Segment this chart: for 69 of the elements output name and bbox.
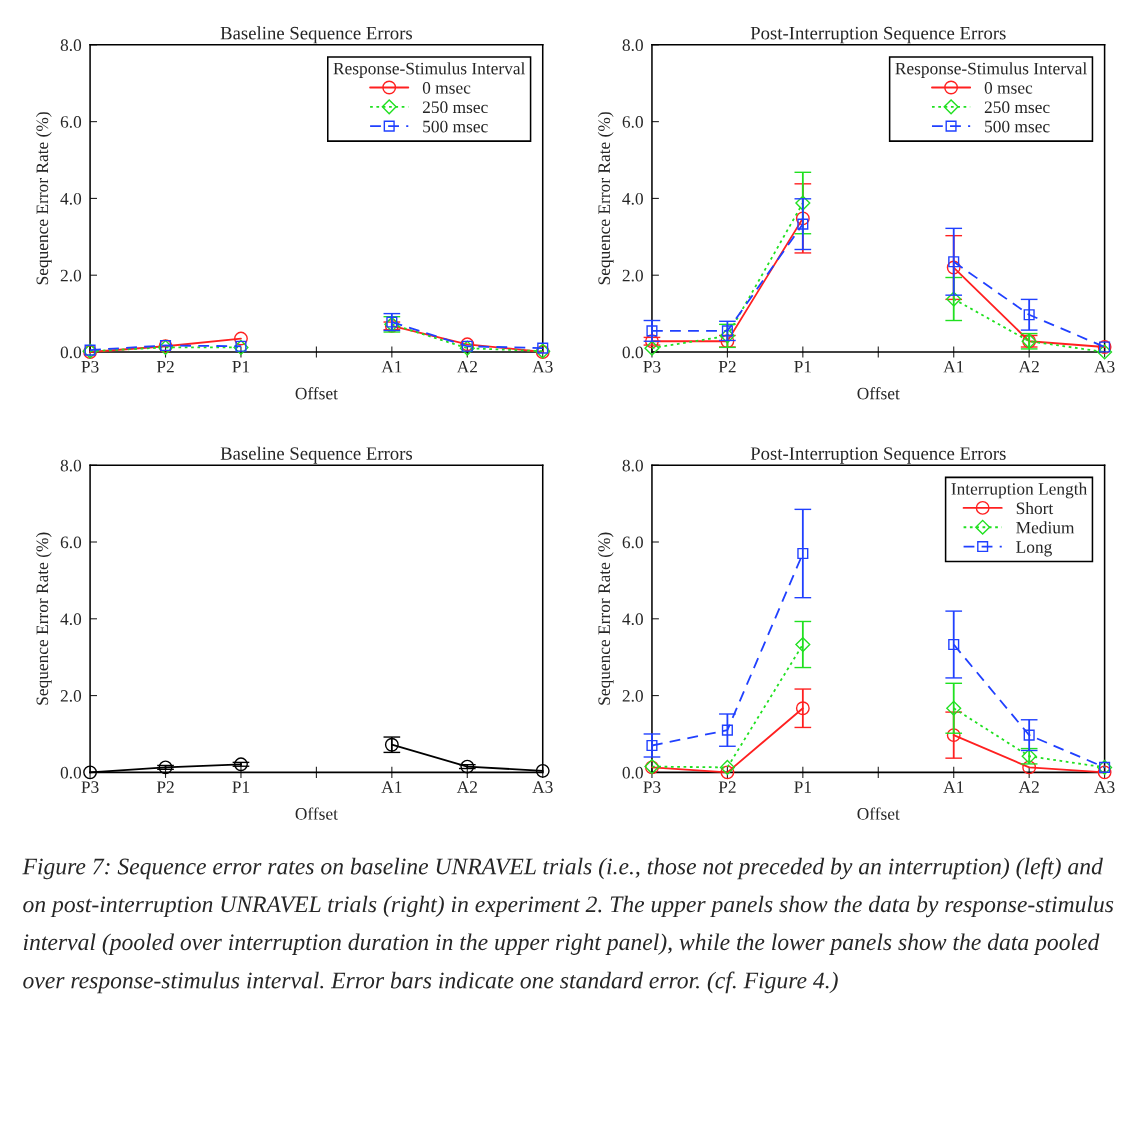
x-tick-label: P1 [794,360,811,373]
caption: Figure 7: Sequence error rates on baseline UNRAVEL trials (i.e., those not preceded by an interruption) (left) and on post-interruption UNRAVEL trials (right) in experiment 2. The upper panels show the data by response-stimulus interval (pooled over interruption duration in the upper right panel), while the lower panels show the data pooled over response-stimulus interval. Error bars indicate one standard error. (cf. Figure 4.) [22,857,1114,994]
y-tick-label: 8.0 [60,39,82,52]
legend-label: 500 msec [423,120,488,133]
x-tick-label: A2 [456,360,477,373]
y-tick-label: 8.0 [60,459,82,472]
x-tick-label: P2 [718,781,736,793]
y-tick-label: 6.0 [60,536,82,549]
x-tick-label: P3 [643,781,661,793]
x-tick-label: A1 [381,781,402,793]
legend-title: Interruption Length [951,482,1088,499]
x-tick-label: P2 [156,781,174,793]
legend-label: Long [1016,541,1052,557]
y-tick-label: 2.0 [60,690,82,702]
legend-title: Response-Stimulus Interval [895,62,1087,78]
x-tick-label: A1 [381,360,402,373]
x-tick-label: A1 [943,360,964,373]
x-tick-label: A3 [532,360,553,373]
x-axis-title: Offset [857,387,900,400]
legend-label: Medium [1016,521,1075,534]
x-axis-title: Offset [295,807,338,820]
y-axis-title: Sequence Error Rate (%) [35,112,52,285]
x-tick-label: A3 [532,781,553,793]
x-tick-label: P3 [643,360,661,373]
y-tick-label: 0.0 [60,346,82,359]
legend-label: 0 msec [422,82,471,94]
chart-title: Post-Interruption Sequence Errors [750,26,1006,44]
chart-title: Post-Interruption Sequence Errors [750,447,1006,464]
y-tick-label: 2.0 [60,269,82,282]
y-tick-label: 4.0 [622,192,643,205]
chart-title: Baseline Sequence Errors [220,26,413,44]
x-tick-label: A1 [943,781,964,793]
x-axis-title: Offset [857,807,900,820]
legend-label: 500 msec [985,120,1050,133]
x-tick-label: P2 [718,360,736,373]
y-tick-label: 4.0 [60,613,82,626]
y-axis-title: Sequence Error Rate (%) [597,532,614,705]
x-tick-label: P3 [81,360,99,373]
legend-label: Short [1016,501,1054,515]
x-tick-label: P2 [156,360,174,373]
legend-title: Response-Stimulus Interval [333,62,526,78]
y-tick-label: 0.0 [60,766,82,779]
x-tick-label: A2 [1018,781,1039,793]
legend-label: 0 msec [984,82,1033,94]
y-tick-label: 0.0 [622,346,643,359]
y-tick-label: 0.0 [622,766,643,779]
x-tick-label: A3 [1094,781,1115,793]
y-tick-label: 6.0 [60,116,82,128]
y-tick-label: 8.0 [622,459,643,472]
y-axis-title: Sequence Error Rate (%) [597,112,614,285]
x-tick-label: P1 [232,360,250,373]
legend-label: 250 msec [422,101,488,114]
x-tick-label: A3 [1094,360,1115,373]
y-axis-title: Sequence Error Rate (%) [35,532,52,705]
x-tick-label: P1 [232,781,250,793]
y-tick-label: 6.0 [622,536,643,549]
x-axis-title: Offset [295,387,338,400]
y-tick-label: 4.0 [622,613,643,626]
x-tick-label: A2 [456,781,477,793]
x-tick-label: P3 [81,781,99,793]
y-tick-label: 6.0 [622,116,643,128]
y-tick-label: 2.0 [622,269,643,282]
x-tick-label: P1 [794,781,811,793]
y-tick-label: 2.0 [622,690,643,702]
legend-label: 250 msec [984,101,1050,114]
y-tick-label: 8.0 [622,39,643,52]
y-tick-label: 4.0 [60,192,82,205]
chart-title: Baseline Sequence Errors [220,446,413,464]
x-tick-label: A2 [1018,360,1039,373]
